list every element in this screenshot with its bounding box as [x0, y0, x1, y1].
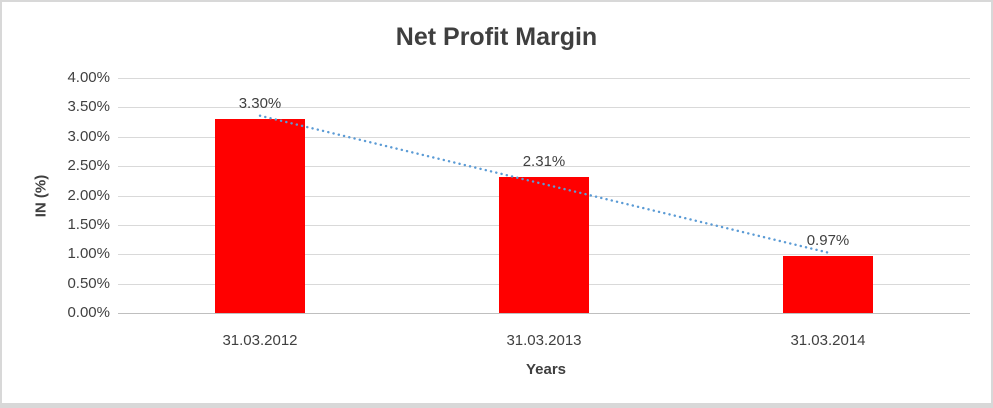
data-label: 2.31% [522, 153, 566, 171]
gridline [118, 313, 970, 314]
x-tick-label: 31.03.2014 [790, 332, 866, 349]
y-tick-label: 2.00% [67, 187, 110, 204]
y-tick-label: 0.00% [67, 304, 110, 321]
x-tick-label: 31.03.2012 [222, 332, 298, 349]
y-tick-label: 3.00% [67, 128, 110, 145]
y-tick-label: 1.50% [67, 216, 110, 233]
bar-31.03.2014 [783, 256, 873, 313]
y-tick-label: 4.00% [67, 69, 110, 86]
y-tick-label: 3.50% [67, 98, 110, 115]
data-label: 0.97% [806, 232, 850, 249]
gridline [118, 78, 970, 79]
x-tick-label: 31.03.2013 [506, 332, 582, 349]
y-tick-label: 0.50% [67, 275, 110, 292]
y-tick-label: 1.00% [67, 245, 110, 262]
bar-31.03.2012 [215, 119, 305, 313]
chart-title: Net Profit Margin [395, 23, 598, 51]
bar-31.03.2013 [499, 177, 589, 313]
gridline [118, 107, 970, 108]
y-tick-label: 2.50% [67, 157, 110, 174]
x-axis-title: Years [525, 361, 567, 378]
data-label: 3.30% [238, 95, 282, 113]
